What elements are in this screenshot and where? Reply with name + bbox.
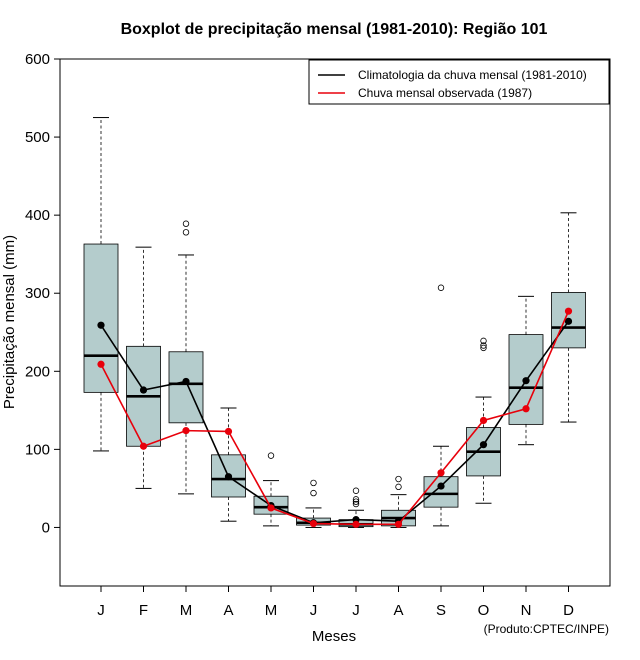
outlier-point [352, 500, 360, 508]
product-credit: (Produto:CPTEC/INPE) [484, 622, 609, 636]
y-axis: 0 100 200 300 400 500 600 [25, 51, 60, 536]
outlier-point [267, 452, 275, 459]
series-point [352, 520, 360, 528]
x-tick-label: N [521, 602, 532, 619]
box-month-11 [508, 295, 544, 446]
legend-box [308, 59, 610, 105]
box-month-3 [168, 220, 204, 495]
outlier-point [395, 475, 402, 483]
box-month-2 [126, 246, 161, 489]
x-tick-label: A [393, 602, 403, 619]
box-month-1 [83, 117, 119, 452]
series-observed-1987 [97, 307, 573, 528]
series-point [182, 427, 190, 435]
x-tick-label: J [97, 602, 105, 619]
series-point [479, 441, 488, 449]
outlier-point [395, 483, 402, 491]
series-point [479, 416, 488, 425]
series-point [224, 473, 233, 481]
y-axis-label: Precipitação mensal (mm) [1, 235, 18, 409]
y-tick-label: 200 [25, 363, 50, 380]
series-point [97, 360, 105, 368]
x-tick-label: D [563, 602, 574, 619]
legend-label-observed: Chuva mensal observada (1987) [358, 86, 532, 100]
series-point [182, 377, 190, 386]
series-point [437, 469, 445, 477]
series-point [139, 442, 148, 450]
x-tick-label: J [310, 602, 318, 619]
box-month-5 [253, 452, 289, 527]
outlier-point [480, 342, 487, 349]
series-line [100, 320, 570, 524]
x-tick-label: O [478, 602, 490, 619]
outlier-point [182, 220, 190, 227]
outlier-point [480, 344, 487, 352]
outlier-point [352, 496, 360, 503]
box-month-12 [551, 212, 586, 423]
box-iqr [83, 243, 119, 393]
x-tick-label: F [139, 602, 148, 619]
outlier-point [310, 489, 317, 497]
box-iqr [168, 351, 204, 424]
outlier-point [480, 337, 487, 345]
series-point [224, 427, 233, 436]
x-tick-label: M [265, 602, 278, 619]
outlier-point [352, 498, 360, 505]
series-point [564, 317, 573, 325]
y-tick-label: 500 [25, 129, 50, 146]
y-tick-label: 100 [25, 441, 50, 458]
plot-border [59, 58, 611, 587]
series-point [139, 386, 148, 394]
legend-label-climatology: Climatologia da chuva mensal (1981-2010) [358, 68, 587, 82]
x-tick-label: A [223, 602, 233, 619]
series-line [100, 310, 570, 526]
outlier-point [310, 479, 317, 487]
y-tick-label: 400 [25, 207, 50, 224]
outlier-point [352, 487, 360, 494]
box-iqr [423, 476, 459, 508]
box-month-9 [423, 284, 459, 527]
x-axis-label: Meses [312, 628, 356, 645]
x-tick-label: J [352, 602, 360, 619]
y-tick-label: 600 [25, 51, 50, 68]
legend: Climatologia da chuva mensal (1981-2010)… [308, 59, 610, 105]
series-point [97, 321, 105, 329]
y-tick-label: 300 [25, 285, 50, 302]
outlier-point [182, 229, 190, 236]
series-point [564, 307, 573, 315]
series-point [522, 405, 530, 413]
outlier-point [437, 284, 445, 291]
y-tick-label: 0 [42, 519, 50, 536]
x-tick-label: S [436, 602, 446, 619]
series-point [437, 482, 445, 490]
chart-title: Boxplot de precipitação mensal (1981-201… [121, 21, 548, 38]
x-tick-label: M [180, 602, 193, 619]
series-point [267, 504, 275, 512]
series-point [394, 520, 403, 528]
box-month-4 [211, 407, 246, 522]
series-point [309, 519, 318, 528]
plot-area [83, 117, 586, 528]
series-point [522, 377, 530, 385]
